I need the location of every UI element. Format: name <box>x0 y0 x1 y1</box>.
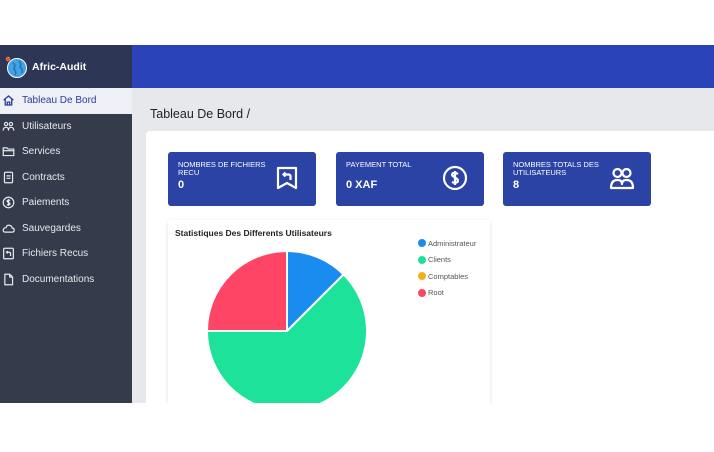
legend-item-root[interactable]: Root <box>418 285 476 302</box>
stat-card-users[interactable]: NOMBRES TOTALS DES UTILISATEURS 8 <box>503 152 651 206</box>
stat-value: 0 <box>178 179 185 191</box>
sidebar-item-tableau-de-bord[interactable]: Tableau De Bord <box>0 88 132 114</box>
pie-slice-clients[interactable] <box>206 273 368 403</box>
legend-swatch <box>418 255 426 264</box>
folder-icon <box>2 147 15 157</box>
file-return-icon <box>3 247 14 260</box>
stat-label: NOMBRES DE FICHIERS RECU <box>178 160 266 177</box>
dollar-circle-icon <box>2 196 15 209</box>
sidebar-item-contracts[interactable]: Contracts <box>0 165 132 191</box>
sidebar-item-sauvegardes[interactable]: Sauvegardes <box>0 216 132 242</box>
globe-logo-icon <box>5 56 27 78</box>
page-title: Tableau De Bord / <box>150 107 251 121</box>
legend-item-comptables[interactable]: Comptables <box>418 268 476 285</box>
main-area: Tableau De Bord / NOMBRES DE FICHIERS RE… <box>132 88 714 403</box>
legend-label: Clients <box>428 255 451 265</box>
pie-slice-root[interactable] <box>206 250 288 332</box>
legend-label: Root <box>428 288 444 298</box>
legend-swatch <box>418 239 426 248</box>
pie-chart[interactable] <box>206 250 368 403</box>
cloud-icon <box>2 224 15 233</box>
app-window: Afric-Audit Tableau De Bord Utilisateurs… <box>0 45 714 403</box>
stat-value: 0 XAF <box>346 179 378 191</box>
sidebar-item-label: Sauvegardes <box>22 222 81 234</box>
sidebar-item-label: Fichiers Recus <box>22 248 89 260</box>
sidebar-item-documentations[interactable]: Documentations <box>0 267 132 293</box>
sidebar-item-services[interactable]: Services <box>0 139 132 165</box>
legend-swatch <box>418 272 426 281</box>
sidebar-nav: Tableau De Bord Utilisateurs Services Co… <box>0 88 132 292</box>
legend-label: Comptables <box>428 271 469 281</box>
legend-item-administrateur[interactable]: Administrateur <box>418 235 476 252</box>
pie-slice-administrateur[interactable] <box>286 250 345 334</box>
top-bar <box>132 45 714 88</box>
file-return-icon <box>276 166 298 190</box>
stat-card-files[interactable]: NOMBRES DE FICHIERS RECU 0 <box>168 152 316 206</box>
sidebar-item-paiements[interactable]: Paiements <box>0 190 132 216</box>
stat-value: 8 <box>513 179 520 191</box>
legend-swatch <box>418 288 426 297</box>
sidebar-item-fichiers-recus[interactable]: Fichiers Recus <box>0 241 132 267</box>
file-icon <box>4 273 14 286</box>
chart-legend: Administrateur Clients Comptables Root <box>418 235 476 301</box>
home-icon <box>3 95 14 106</box>
stat-label: NOMBRES TOTALS DES UTILISATEURS <box>513 160 599 177</box>
app-name: Afric-Audit <box>32 60 87 73</box>
dollar-circle-icon <box>442 165 468 191</box>
stat-card-payment[interactable]: PAYEMENT TOTAL 0 XAF <box>336 152 484 206</box>
legend-label: Administrateur <box>428 238 477 248</box>
sidebar-item-label: Paiements <box>22 197 70 209</box>
users-icon <box>609 167 635 190</box>
legend-item-clients[interactable]: Clients <box>418 252 476 269</box>
sidebar-item-label: Contracts <box>22 171 65 183</box>
document-icon <box>3 171 14 184</box>
dashboard-content: NOMBRES DE FICHIERS RECU 0 PAYEMENT TOTA… <box>146 131 714 403</box>
sidebar-item-label: Services <box>22 146 61 158</box>
chart-title: Statistiques Des Differents Utilisateurs <box>175 228 332 238</box>
sidebar-item-label: Documentations <box>22 273 95 285</box>
brand[interactable]: Afric-Audit <box>0 45 132 88</box>
sidebar-item-utilisateurs[interactable]: Utilisateurs <box>0 114 132 140</box>
sidebar-item-label: Utilisateurs <box>22 120 72 132</box>
sidebar-item-label: Tableau De Bord <box>22 95 97 107</box>
chart-card: Statistiques Des Differents Utilisateurs… <box>168 220 490 403</box>
stat-label: PAYEMENT TOTAL <box>346 160 412 169</box>
sidebar: Afric-Audit Tableau De Bord Utilisateurs… <box>0 45 132 403</box>
users-icon <box>2 121 15 131</box>
